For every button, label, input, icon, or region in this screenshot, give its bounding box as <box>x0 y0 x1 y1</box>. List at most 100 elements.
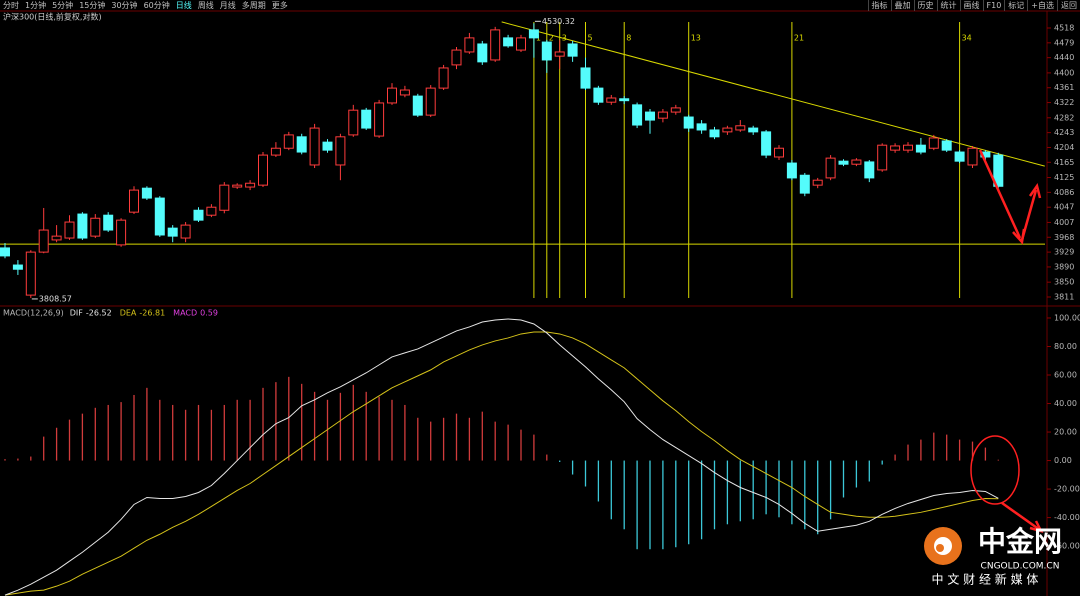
y-tick-label: 4518 <box>1054 23 1074 32</box>
y-tick-label: -40.00 <box>1054 513 1080 522</box>
candle-body <box>954 151 965 162</box>
period-tab[interactable]: 周线 <box>197 1 214 10</box>
legend-title: MACD(12,26,9) <box>3 309 64 318</box>
candle-body <box>103 214 114 231</box>
y-tick-label: 4007 <box>1054 218 1074 227</box>
candle-body <box>864 161 875 179</box>
candle-body <box>593 87 604 103</box>
tool-button[interactable]: +自选 <box>1027 0 1057 11</box>
y-tick-label: 3929 <box>1054 248 1074 257</box>
period-tab[interactable]: 多周期 <box>241 1 266 10</box>
candle-body <box>141 187 152 199</box>
candle-body <box>696 123 707 131</box>
period-tab[interactable]: 分时 <box>3 1 19 10</box>
red-arrow <box>1020 189 1038 241</box>
y-tick-label: 3968 <box>1054 233 1074 242</box>
candle-body <box>451 49 462 66</box>
candle-body <box>683 116 694 129</box>
candle-body <box>335 136 346 166</box>
candle-body <box>64 221 75 239</box>
candle-body <box>812 179 823 186</box>
y-tick-label: 4322 <box>1054 98 1074 107</box>
candle-body <box>167 227 178 237</box>
candle-body <box>606 97 617 103</box>
low-label: 3808.57 <box>39 294 72 303</box>
y-tick-label: 60.00 <box>1054 371 1077 380</box>
y-tick-label: -20.00 <box>1054 485 1080 494</box>
fib-label: 8 <box>626 34 631 43</box>
y-tick-label: 4400 <box>1054 68 1074 77</box>
candle-body <box>90 217 101 237</box>
candle-body <box>38 229 49 253</box>
tool-button[interactable]: 统计 <box>936 0 960 11</box>
candle-body <box>116 219 127 246</box>
fib-label: 21 <box>794 34 804 43</box>
candle-body <box>670 107 681 113</box>
candle-body <box>941 140 952 151</box>
y-tick-label: 0.00 <box>1054 456 1072 465</box>
y-tick-label: 4165 <box>1054 158 1074 167</box>
period-tab[interactable]: 日线 <box>175 1 192 10</box>
tool-button[interactable]: 画线 <box>959 0 983 11</box>
y-tick-label: 20.00 <box>1054 428 1077 437</box>
candle-body <box>516 37 526 51</box>
candle-body <box>490 29 501 61</box>
fib-label: 2 <box>549 34 554 43</box>
tool-button[interactable]: 返回 <box>1057 0 1080 11</box>
y-tick-label: 4479 <box>1054 38 1074 47</box>
y-tick-label: 4361 <box>1054 83 1074 92</box>
period-tab[interactable]: 15分钟 <box>79 1 106 10</box>
red-arrow <box>1001 501 1041 532</box>
candle-body <box>554 51 565 57</box>
candle-body <box>387 87 397 104</box>
candle-body <box>657 111 668 119</box>
y-tick-label: 40.00 <box>1054 399 1077 408</box>
period-tab[interactable]: 月线 <box>219 1 236 10</box>
y-tick-label: 4086 <box>1054 188 1074 197</box>
legend-name: DIF <box>70 309 84 318</box>
candle-body <box>25 251 36 296</box>
candle-body <box>838 160 849 165</box>
tool-button[interactable]: 叠加 <box>890 0 914 11</box>
period-tab[interactable]: 60分钟 <box>143 1 170 10</box>
candle-body <box>477 43 488 63</box>
y-tick-label: 3811 <box>1054 293 1074 302</box>
tool-button[interactable]: 指标 <box>867 0 891 11</box>
candle-body <box>374 102 385 137</box>
legend-name: DEA <box>120 309 137 318</box>
period-tabs: 分时 1分钟 5分钟 15分钟 30分钟 60分钟 日线 周线 月线 多周期 更多 <box>0 0 291 11</box>
candle-body <box>928 137 939 149</box>
candle-body <box>193 209 204 221</box>
tool-button[interactable]: F10 <box>982 0 1005 11</box>
candle-body <box>761 131 772 156</box>
period-tab[interactable]: 1分钟 <box>25 1 47 10</box>
candle-body <box>825 157 836 179</box>
candle-body <box>129 189 139 213</box>
candle-body <box>296 136 307 153</box>
candle-body <box>915 144 926 153</box>
tool-button[interactable]: 标记 <box>1004 0 1027 11</box>
period-tab[interactable]: 30分钟 <box>111 1 138 10</box>
y-tick-label: -60.00 <box>1054 542 1080 551</box>
toolbar: 分时 1分钟 5分钟 15分钟 30分钟 60分钟 日线 周线 月线 多周期 更多 指标 叠加 历史 统计画… <box>0 0 1080 11</box>
legend-value: -26.81 <box>139 309 165 318</box>
period-tab[interactable]: 5分钟 <box>52 1 74 10</box>
arrow-head <box>1029 520 1044 533</box>
high-label: 4530.32 <box>542 17 575 26</box>
candle-body <box>890 145 901 151</box>
candle-body <box>967 147 978 166</box>
candle-body <box>567 43 578 57</box>
candle-body <box>735 125 746 131</box>
fib-label: 34 <box>962 34 972 43</box>
candle-body <box>799 174 810 194</box>
candle-body <box>645 111 655 121</box>
fib-label: 3 <box>562 34 567 43</box>
candle-body <box>0 247 10 257</box>
tool-button[interactable]: 历史 <box>913 0 937 11</box>
period-tab[interactable]: 更多 <box>271 1 288 10</box>
watermark-name: 中金网 <box>978 525 1062 558</box>
candle-body <box>464 37 475 53</box>
candle-body <box>412 95 423 116</box>
candle-body <box>399 89 410 96</box>
y-tick-label: 3890 <box>1054 262 1074 271</box>
